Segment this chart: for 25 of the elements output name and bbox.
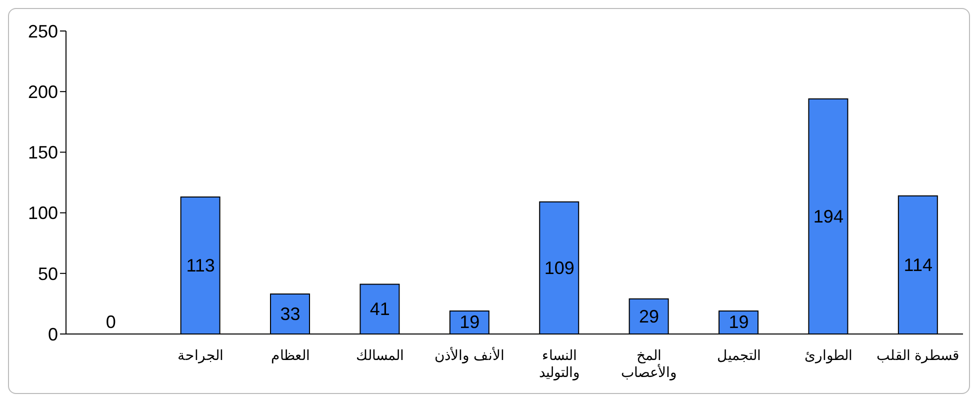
y-tick-label: 50 [38, 264, 58, 284]
x-tick-label: الطوارئ [804, 347, 852, 364]
data-label: 41 [370, 299, 390, 320]
data-label: 19 [728, 312, 749, 332]
y-tick-label: 100 [28, 203, 58, 224]
x-tick-label: العظام [270, 347, 310, 364]
data-label: 109 [544, 258, 574, 278]
x-tick-label: قسطرة القلب [876, 347, 960, 364]
y-tick-label: 150 [28, 142, 58, 163]
x-tick-label: المسالك [356, 347, 404, 363]
data-label: 0 [106, 312, 116, 332]
y-tick-label: 250 [28, 21, 58, 42]
data-label: 19 [460, 312, 480, 332]
data-label: 29 [639, 306, 660, 326]
x-tick-label: الأنف والأذن [434, 346, 505, 364]
data-label: 114 [904, 254, 932, 275]
data-label: 194 [813, 206, 844, 226]
x-tick-label: المخ والأعصاب [621, 347, 678, 381]
x-tick-label: النساء والتوليد [538, 347, 580, 381]
x-tick-label: التجميل [716, 347, 761, 363]
x-tick-label: الجراحة [178, 347, 224, 364]
data-label: 33 [280, 304, 300, 324]
data-label: 113 [186, 256, 215, 276]
y-tick-label: 200 [28, 82, 58, 102]
y-tick-label: 0 [48, 324, 58, 344]
